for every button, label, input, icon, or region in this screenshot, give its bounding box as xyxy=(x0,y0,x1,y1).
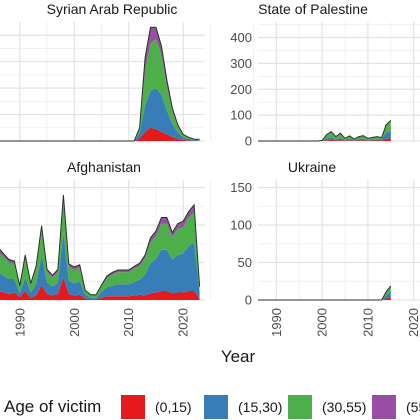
legend-entries: (0,15) (15,30) (30,55) (55 xyxy=(121,395,420,419)
area-outline-top-right xyxy=(258,119,392,142)
x-tick-label: 2020 xyxy=(406,308,420,337)
facet-top-right: 0 100 200 300 400 State of Palestine xyxy=(230,1,420,149)
area-top-left-series-0 xyxy=(0,127,200,141)
legend-title: Age of victim xyxy=(4,397,101,416)
facet-title: Ukraine xyxy=(288,159,336,175)
x-axis-title: Year xyxy=(221,347,256,366)
legend-label: (55 xyxy=(406,399,420,415)
x-tick-label: 1990 xyxy=(269,308,284,337)
facet-bottom-right: 0 50 100 150 Ukraine 1990 2000 2010 2020 xyxy=(230,159,420,337)
y-tick-label: 100 xyxy=(230,218,252,233)
area-outline-bottom-right xyxy=(258,285,392,301)
legend-key xyxy=(288,395,312,419)
area-top-left-series-2 xyxy=(0,39,200,141)
area-bottom-right-series-3 xyxy=(258,285,391,300)
legend-key xyxy=(204,395,228,419)
area-top-right-series-1 xyxy=(258,130,391,141)
area-outline-top-left xyxy=(0,26,200,142)
y-tick-label: 400 xyxy=(230,30,252,45)
x-tick-label: 1990 xyxy=(12,308,27,337)
y-tick-label: 200 xyxy=(230,82,252,97)
area-outline-bottom-left xyxy=(0,194,201,296)
area-bottom-left-series-1 xyxy=(0,232,200,300)
legend-key xyxy=(372,395,396,419)
area-bottom-right-series-1 xyxy=(258,291,391,300)
x-tick-label: 2010 xyxy=(360,308,375,337)
y-tick-label: 50 xyxy=(238,255,252,270)
facet-title: Afghanistan xyxy=(67,159,141,175)
area-top-right-series-0 xyxy=(258,138,391,141)
area-bottom-left-series-0 xyxy=(0,277,200,300)
x-tick-label: 2010 xyxy=(121,308,136,337)
y-tick-label: 300 xyxy=(230,56,252,71)
area-top-left-series-3 xyxy=(0,27,200,141)
facet-title: State of Palestine xyxy=(258,1,368,17)
y-tick-label: 100 xyxy=(230,108,252,123)
y-tick-label: 150 xyxy=(230,180,252,195)
facet-title: Syrian Arab Republic xyxy=(47,1,178,17)
area-bottom-right-series-2 xyxy=(258,287,391,300)
legend-key xyxy=(121,395,145,419)
area-top-left-series-1 xyxy=(0,88,200,141)
facet-top-left: Syrian Arab Republic xyxy=(0,1,211,142)
legend: Age of victim (0,15) (15,30) (30,55) (55 xyxy=(4,395,420,419)
y-tick-label: 0 xyxy=(245,293,252,308)
legend-label: (15,30) xyxy=(238,399,282,415)
facet-bottom-left: Afghanistan 1990 2000 2010 2020 xyxy=(0,159,211,337)
facet-panels: Syrian Arab Republic 0 100 200 300 400 State o… xyxy=(0,1,420,337)
area-bottom-left-series-2 xyxy=(0,202,200,298)
area-top-right-series-2 xyxy=(258,121,391,141)
y-tick-label: 0 xyxy=(245,134,252,149)
x-tick-label: 2020 xyxy=(176,308,191,337)
x-tick-label: 2000 xyxy=(315,308,330,337)
legend-label: (0,15) xyxy=(155,399,192,415)
x-tick-label: 2000 xyxy=(67,308,82,337)
legend-label: (30,55) xyxy=(322,399,366,415)
